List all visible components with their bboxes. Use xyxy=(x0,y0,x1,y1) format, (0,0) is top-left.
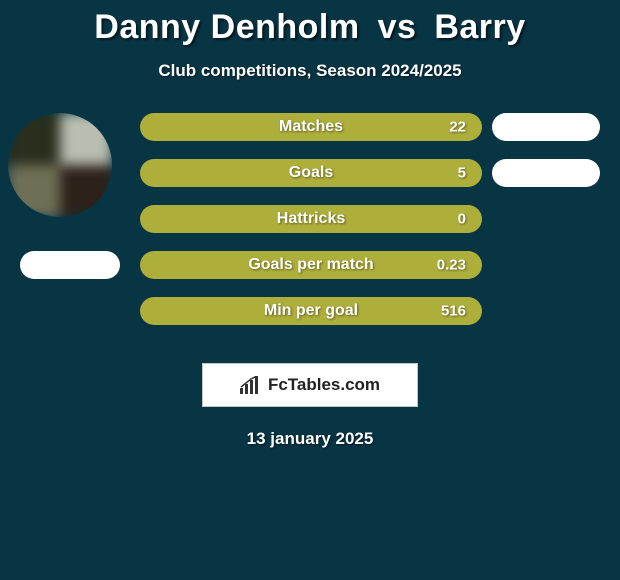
stat-row: Min per goal 516 xyxy=(140,297,482,325)
stat-value: 22 xyxy=(449,119,466,136)
stats-rows: Matches 22 Goals 5 Hattricks 0 Goals per match… xyxy=(140,113,482,325)
stat-value: 5 xyxy=(458,165,466,182)
stat-row: Goals per match 0.23 xyxy=(140,251,482,279)
player1-avatar xyxy=(8,113,112,217)
player1-name: Danny Denholm xyxy=(94,8,359,46)
stats-body: Matches 22 Goals 5 Hattricks 0 Goals per match… xyxy=(0,113,620,343)
avatar-placeholder xyxy=(8,113,112,217)
stat-label: Hattricks xyxy=(277,210,345,228)
bars-icon xyxy=(240,376,262,394)
comparison-card: Danny Denholm vs Barry Club competitions… xyxy=(0,0,620,580)
player2-pill-slot xyxy=(492,297,600,325)
player1-blank-pill xyxy=(20,251,120,279)
stat-row: Goals 5 xyxy=(140,159,482,187)
player2-blank-pill xyxy=(492,159,600,187)
stat-label: Goals xyxy=(289,164,333,182)
stat-row: Hattricks 0 xyxy=(140,205,482,233)
stat-value: 0.23 xyxy=(437,257,466,274)
vs-separator: vs xyxy=(378,8,417,46)
stat-label: Min per goal xyxy=(264,302,358,320)
player2-blank-pill xyxy=(492,113,600,141)
snapshot-date: 13 january 2025 xyxy=(0,429,620,449)
player2-pill-slot xyxy=(492,159,600,187)
stat-row: Matches 22 xyxy=(140,113,482,141)
subtitle: Club competitions, Season 2024/2025 xyxy=(0,61,620,81)
player2-name: Barry xyxy=(434,8,525,46)
player2-pill-slot xyxy=(492,205,600,233)
source-logo-box: FcTables.com xyxy=(202,363,418,407)
stat-label: Goals per match xyxy=(248,256,373,274)
page-title: Danny Denholm vs Barry xyxy=(0,8,620,47)
player2-pill-slot xyxy=(492,251,600,279)
stat-label: Matches xyxy=(279,118,343,136)
player2-pill-slot xyxy=(492,113,600,141)
player2-pill-column xyxy=(492,113,600,325)
source-logo-text: FcTables.com xyxy=(268,375,380,395)
stat-value: 0 xyxy=(458,211,466,228)
stat-value: 516 xyxy=(441,303,466,320)
